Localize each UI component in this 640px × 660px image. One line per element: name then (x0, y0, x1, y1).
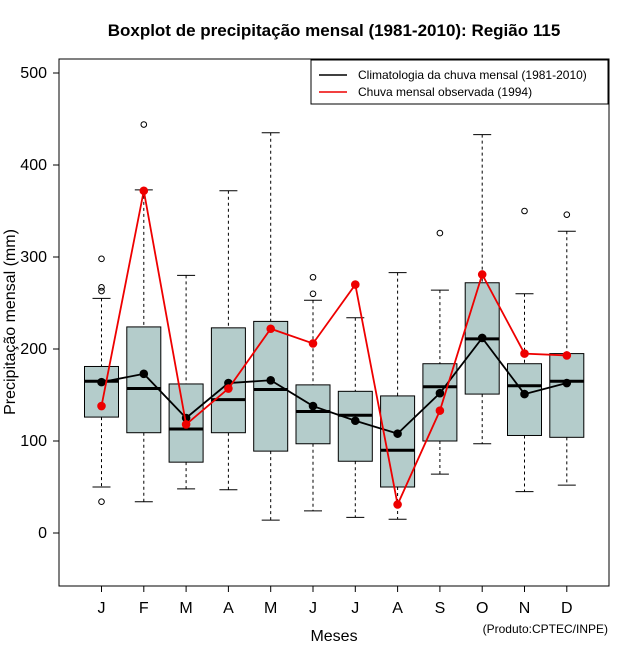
series-layer (97, 186, 572, 509)
box-month-5 (253, 320, 289, 452)
outlier-month-9-1 (436, 229, 444, 237)
legend-box (310, 59, 609, 105)
point-observed-month-10 (477, 270, 487, 279)
x-tick-label-1: J (98, 600, 106, 617)
outlier-month-11-1 (521, 207, 528, 215)
box-month-12 (549, 353, 585, 438)
point-observed-month-7 (351, 280, 360, 289)
point-climatology-month-5 (266, 375, 276, 385)
plot-frame (58, 58, 610, 587)
point-climatology-month-12 (562, 378, 572, 388)
x-tick-label-10: O (476, 600, 488, 617)
axes-layer: 0 100 200 300 400 500 J F M A M J J A S O N D (20, 65, 572, 617)
point-climatology-month-2 (139, 369, 149, 379)
legend: Climatologia da chuva mensal (1981-2010)… (310, 59, 609, 105)
legend-label-observed: Chuva mensal observada (1994) (358, 85, 532, 99)
point-observed-month-6 (308, 339, 318, 348)
x-tick-label-12: D (561, 600, 573, 617)
series-line-observed (100, 190, 567, 508)
y-tick-label-200: 200 (20, 341, 47, 358)
y-tick-label-0: 0 (38, 525, 47, 542)
point-observed-month-1 (97, 401, 106, 411)
point-climatology-month-9 (435, 388, 445, 398)
box-month-11 (507, 363, 542, 436)
x-axis-label: Meses (310, 628, 357, 645)
outlier-month-2-1 (140, 121, 148, 128)
x-tick-label-7: J (351, 600, 359, 617)
point-observed-month-11 (520, 349, 529, 358)
boxes-layer (84, 121, 585, 521)
y-tick-label-400: 400 (20, 157, 47, 174)
y-tick-label-100: 100 (20, 433, 47, 450)
outlier-month-1-3 (98, 284, 105, 291)
point-climatology-month-6 (308, 401, 318, 411)
point-climatology-month-10 (477, 333, 487, 343)
x-tick-label-6: J (309, 600, 317, 617)
x-tick-label-5: M (264, 600, 277, 617)
point-observed-month-12 (562, 351, 572, 360)
x-tick-label-8: A (392, 600, 403, 617)
point-observed-month-3 (181, 420, 191, 429)
point-observed-month-8 (393, 500, 402, 509)
point-observed-month-9 (435, 406, 445, 415)
x-tick-label-2: F (139, 600, 149, 617)
point-climatology-month-8 (393, 429, 402, 438)
x-tick-label-3: M (179, 600, 192, 617)
point-observed-month-2 (139, 186, 149, 196)
outlier-month-1-2 (98, 287, 105, 295)
outlier-month-1-4 (98, 255, 105, 263)
x-tick-label-9: S (435, 600, 446, 617)
box-month-7 (337, 390, 373, 462)
point-observed-month-5 (266, 324, 276, 334)
box-month-6 (295, 384, 331, 445)
credit-text: (Produto:CPTEC/INPE) (483, 622, 608, 636)
series-line-climatology (101, 336, 568, 435)
legend-label-climatology: Climatologia da chuva mensal (1981-2010) (358, 68, 587, 82)
x-tick-label-4: A (223, 600, 234, 617)
y-tick-label-300: 300 (20, 249, 47, 266)
outlier-month-1-1 (98, 498, 105, 506)
chart-title: Boxplot de precipitação mensal (1981-201… (108, 21, 561, 40)
point-climatology-month-11 (520, 389, 529, 399)
outlier-month-6-2 (309, 273, 317, 281)
outlier-month-12-1 (563, 211, 571, 218)
x-tick-label-11: N (519, 600, 531, 617)
point-climatology-month-7 (351, 416, 360, 426)
y-axis-label: Precipitação mensal (mm) (2, 229, 19, 415)
y-tick-label-500: 500 (20, 65, 47, 82)
box-month-2 (126, 326, 162, 434)
point-climatology-month-1 (97, 377, 106, 387)
outlier-month-6-1 (309, 290, 317, 298)
point-observed-month-4 (224, 384, 233, 393)
